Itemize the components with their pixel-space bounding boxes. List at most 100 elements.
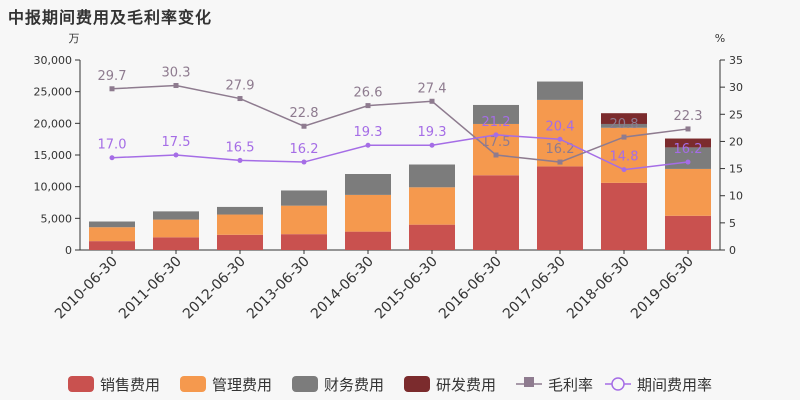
bar-segment	[409, 224, 455, 250]
left-tick-label: 15,000	[34, 149, 73, 162]
bar-segment	[665, 215, 711, 250]
right-tick-label: 30	[729, 81, 743, 94]
line-point	[173, 83, 179, 89]
line-point	[557, 159, 563, 165]
line-point	[237, 96, 243, 102]
data-label: 14.8	[610, 150, 639, 165]
line-point	[621, 134, 627, 140]
left-tick-label: 25,000	[34, 86, 73, 99]
data-label: 22.8	[290, 106, 319, 121]
line-point	[685, 126, 691, 132]
data-label: 26.6	[354, 86, 383, 101]
bar-segment	[345, 231, 391, 250]
right-tick-label: 0	[729, 244, 736, 257]
left-tick-label: 20,000	[34, 117, 73, 130]
x-tick-label: 2017-06-30	[500, 254, 569, 323]
line-point	[109, 86, 115, 92]
bar-segment	[89, 221, 135, 228]
bar-segment	[153, 211, 199, 220]
legend-marker	[611, 377, 625, 391]
left-tick-label: 30,000	[34, 54, 73, 67]
data-label: 20.8	[610, 117, 639, 132]
right-tick-label: 15	[729, 163, 743, 176]
data-label: 17.5	[482, 135, 511, 150]
legend-label: 销售费用	[100, 376, 160, 394]
bar-segment	[537, 166, 583, 250]
legend-swatch	[68, 376, 94, 392]
line-point	[557, 136, 563, 142]
bar-segment	[345, 174, 391, 195]
data-label: 30.3	[162, 66, 191, 81]
bar-segment	[409, 164, 455, 188]
left-tick-label: 0	[65, 244, 72, 257]
legend-label: 期间费用率	[637, 376, 712, 394]
bar-segment	[153, 237, 199, 250]
left-tick-label: 10,000	[34, 181, 73, 194]
chart-title: 中报期间费用及毛利率变化	[8, 8, 213, 27]
bar-segment	[601, 123, 647, 128]
bar-segment	[473, 175, 519, 250]
data-label: 19.3	[354, 125, 383, 140]
data-label: 17.0	[98, 138, 127, 153]
x-tick-label: 2011-06-30	[116, 254, 185, 323]
x-tick-label: 2018-06-30	[564, 254, 633, 323]
legend-swatch	[180, 376, 206, 392]
data-label: 16.2	[546, 142, 575, 157]
left-tick-label: 5,000	[41, 212, 73, 225]
x-tick-label: 2010-06-30	[52, 254, 121, 323]
line-point	[301, 159, 307, 165]
bar-segment	[217, 234, 263, 250]
data-label: 19.3	[418, 125, 447, 140]
x-tick-label: 2012-06-30	[180, 254, 249, 323]
line-point	[109, 155, 115, 161]
data-label: 27.9	[226, 79, 255, 94]
line-point	[301, 123, 307, 129]
data-label: 27.4	[418, 81, 447, 96]
data-label: 20.4	[546, 119, 575, 134]
bar-segment	[665, 168, 711, 216]
data-label: 29.7	[98, 69, 127, 84]
bar-segment	[601, 182, 647, 250]
legend-swatch	[404, 376, 430, 392]
bar-segment	[153, 219, 199, 238]
right-tick-label: 10	[729, 190, 743, 203]
bar-segment	[665, 138, 711, 148]
left-unit-label: 万	[69, 32, 80, 45]
bar-segment	[537, 81, 583, 100]
data-label: 21.2	[482, 115, 511, 130]
line-point	[237, 157, 243, 163]
legend-label: 财务费用	[324, 376, 384, 394]
bar-segment	[473, 104, 519, 124]
x-tick-label: 2016-06-30	[436, 254, 505, 323]
x-tick-label: 2013-06-30	[244, 254, 313, 323]
data-label: 16.2	[674, 142, 703, 157]
legend-swatch	[292, 376, 318, 392]
bar-segment	[217, 206, 263, 215]
x-tick-label: 2019-06-30	[628, 254, 697, 323]
x-tick-label: 2014-06-30	[308, 254, 377, 323]
x-tick-label: 2015-06-30	[372, 254, 441, 323]
line-series	[111, 84, 689, 163]
bar-segment	[281, 190, 327, 206]
right-unit-label: %	[715, 32, 725, 45]
right-tick-label: 25	[729, 108, 743, 121]
data-label: 17.5	[162, 135, 191, 150]
line-point	[365, 103, 371, 109]
line-point	[493, 152, 499, 158]
line-point	[429, 142, 435, 148]
line-series	[111, 134, 689, 171]
line-point	[429, 98, 435, 104]
legend-label: 毛利率	[548, 376, 593, 394]
bar-segment	[217, 214, 263, 235]
right-tick-label: 20	[729, 135, 743, 148]
line-point	[621, 167, 627, 173]
bar-segment	[89, 241, 135, 250]
legend-label: 管理费用	[212, 376, 272, 394]
bar-segment	[281, 234, 327, 250]
legend-marker	[524, 377, 534, 387]
line-point	[685, 159, 691, 165]
bar-segment	[89, 227, 135, 242]
right-tick-label: 5	[729, 217, 736, 230]
right-tick-label: 35	[729, 54, 743, 67]
bar-segment	[601, 113, 647, 124]
